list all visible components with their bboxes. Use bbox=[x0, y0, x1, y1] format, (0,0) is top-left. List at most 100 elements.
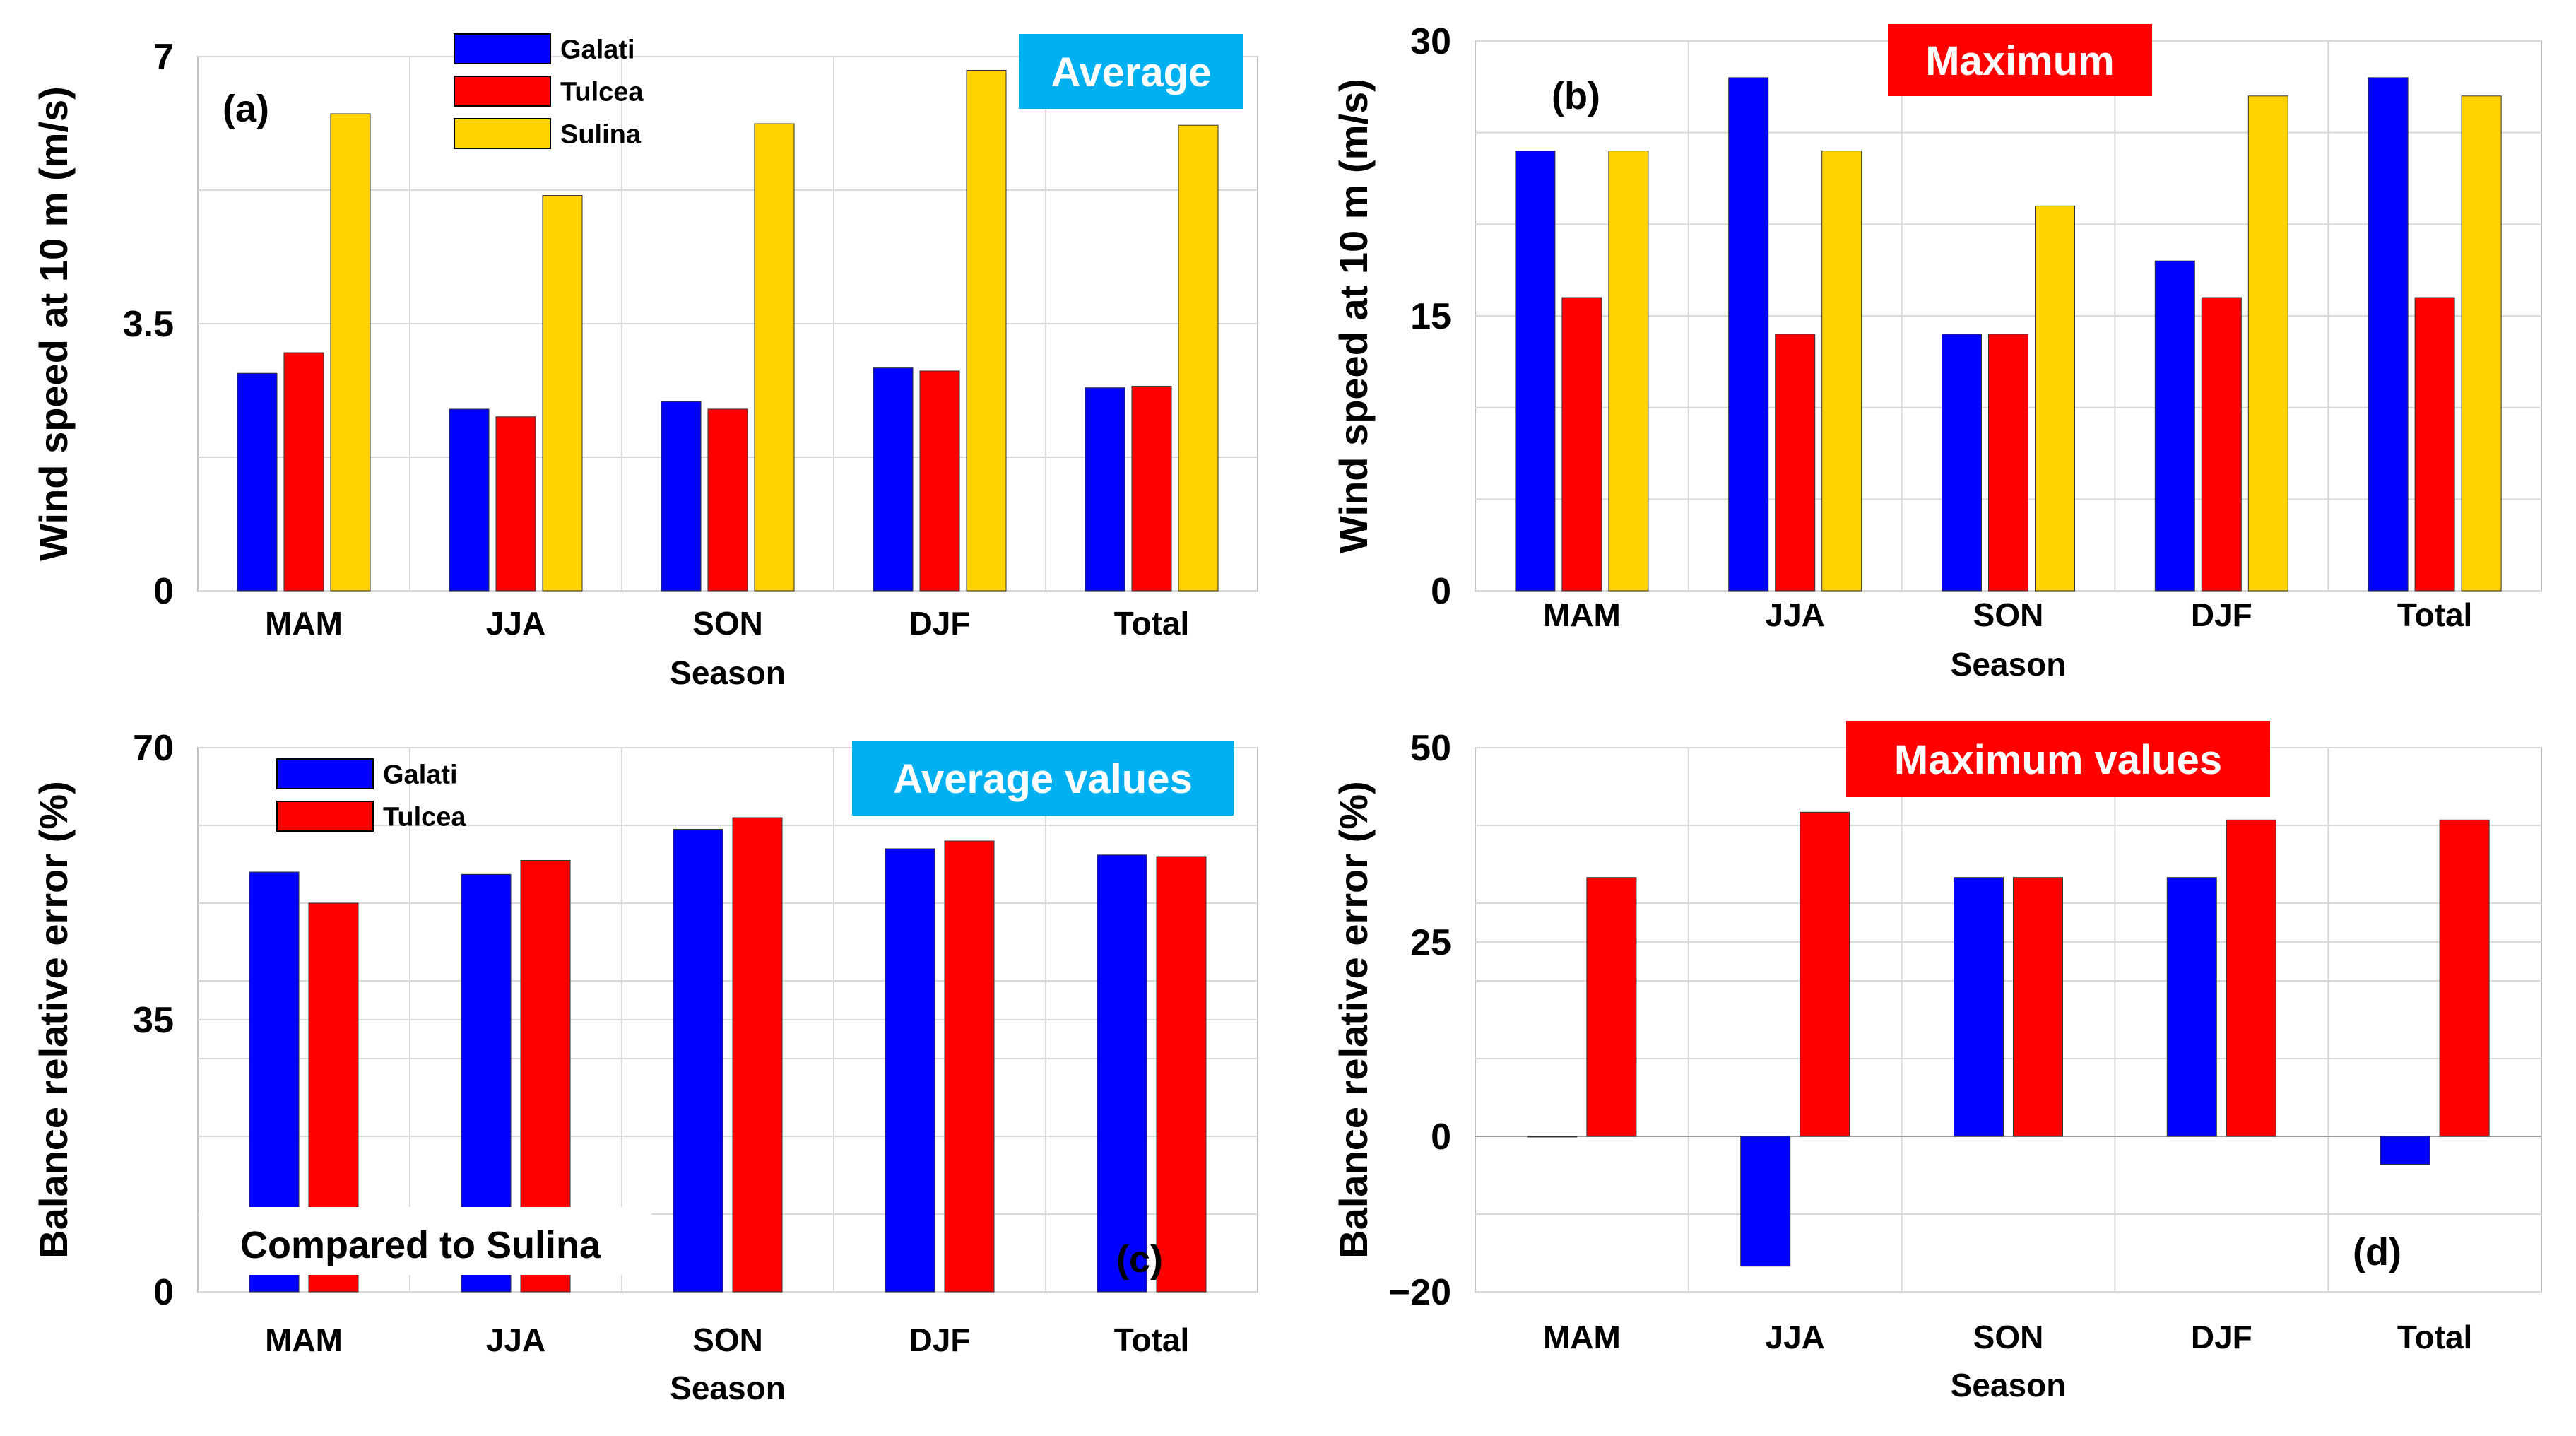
bar-galati-mam bbox=[1527, 1136, 1578, 1138]
x-tick-label: SON bbox=[692, 605, 763, 642]
bar-tulcea-mam bbox=[1586, 877, 1637, 1137]
chart-title: Maximum bbox=[1925, 38, 2115, 84]
x-tick-label: DJF bbox=[2191, 596, 2252, 633]
x-tick-label: SON bbox=[1973, 596, 2044, 633]
bar-sulina-jja bbox=[542, 195, 583, 592]
bar-galati-son bbox=[661, 401, 702, 592]
legend-label-sulina: Sulina bbox=[560, 119, 642, 149]
y-axis-title: Wind speed at 10 m (m/s) bbox=[31, 86, 76, 561]
panel-label: (c) bbox=[1116, 1238, 1163, 1281]
x-tick-label: JJA bbox=[1766, 596, 1825, 633]
panel-label: (d) bbox=[2353, 1231, 2401, 1273]
x-tick-label: Total bbox=[1114, 605, 1189, 642]
bar-galati-jja bbox=[1728, 77, 1769, 592]
bar-sulina-total bbox=[2461, 95, 2502, 592]
bar-galati-total bbox=[1097, 854, 1147, 1293]
bar-galati-jja bbox=[449, 408, 490, 592]
legend-swatch-tulcea bbox=[454, 76, 551, 107]
x-axis-title: Season bbox=[670, 1370, 786, 1406]
y-axis-title: Balance relative error (%) bbox=[1331, 781, 1376, 1258]
bar-tulcea-djf bbox=[2201, 297, 2242, 592]
legend-swatch-galati bbox=[454, 33, 551, 64]
x-tick-label: JJA bbox=[1766, 1319, 1825, 1355]
x-tick-label: DJF bbox=[909, 605, 971, 642]
x-tick-label: SON bbox=[1973, 1319, 2044, 1355]
bar-tulcea-total bbox=[1131, 386, 1172, 592]
legend-label-tulcea: Tulcea bbox=[383, 802, 466, 832]
x-tick-label: Total bbox=[2397, 596, 2472, 633]
y-axis-title: Wind speed at 10 m (m/s) bbox=[1331, 78, 1376, 553]
y-tick-label: 0 bbox=[153, 571, 174, 612]
annotation-text: Compared to Sulina bbox=[240, 1224, 601, 1266]
panel-d: −20 0 25 50 MAM JJA SON DJF Total Season Balance r… bbox=[1331, 721, 2542, 1403]
panel-c: 0 35 70 MAM JJA SON DJF Total Season Balance rela… bbox=[31, 728, 1258, 1406]
bar-galati-total bbox=[1085, 387, 1125, 592]
bar-tulcea-mam bbox=[283, 352, 324, 592]
title-box bbox=[1846, 721, 2270, 797]
panel-label: (a) bbox=[223, 88, 269, 130]
y-axis-title: Balance relative error (%) bbox=[31, 781, 76, 1258]
y-tick-label: 70 bbox=[133, 728, 174, 769]
y-tick-label: 7 bbox=[153, 37, 174, 78]
y-tick-label: 35 bbox=[133, 1000, 174, 1041]
panel-a: 0 3.5 7 MAM JJA SON DJF Total Season Wind speed a… bbox=[31, 33, 1258, 691]
x-tick-label: MAM bbox=[1543, 1319, 1621, 1355]
legend-swatch-tulcea bbox=[276, 801, 374, 832]
x-tick-label: JJA bbox=[486, 605, 545, 642]
bar-galati-djf bbox=[2166, 877, 2217, 1137]
bar-sulina-son bbox=[2035, 205, 2075, 592]
bar-galati-total bbox=[2368, 77, 2409, 592]
y-tick-label: 3.5 bbox=[123, 304, 174, 345]
title-box bbox=[852, 741, 1234, 816]
legend: Galati Tulcea Sulina bbox=[454, 33, 644, 149]
bar-galati-mam bbox=[237, 372, 278, 592]
bar-tulcea-total bbox=[2414, 297, 2455, 592]
legend-swatch-sulina bbox=[454, 118, 551, 149]
x-tick-label: Total bbox=[2397, 1319, 2472, 1355]
bar-tulcea-jja bbox=[495, 416, 536, 592]
bar-tulcea-total bbox=[1156, 856, 1207, 1293]
x-tick-label: DJF bbox=[2191, 1319, 2252, 1355]
y-tick-label: 0 bbox=[153, 1272, 174, 1313]
bar-tulcea-son bbox=[707, 408, 748, 592]
x-tick-label: MAM bbox=[265, 1322, 343, 1358]
panel-label: (b) bbox=[1552, 75, 1600, 117]
bar-galati-djf bbox=[873, 367, 914, 592]
bar-galati-djf bbox=[2154, 260, 2195, 592]
bar-tulcea-djf bbox=[919, 370, 960, 592]
bar-tulcea-son bbox=[1988, 334, 2028, 592]
bar-galati-total bbox=[2380, 1136, 2430, 1165]
plot-area bbox=[1475, 747, 2542, 1293]
legend-label-tulcea: Tulcea bbox=[560, 77, 644, 107]
y-tick-label: 15 bbox=[1410, 296, 1451, 337]
bar-galati-mam bbox=[1515, 151, 1556, 592]
bar-sulina-jja bbox=[1821, 151, 1862, 592]
bar-tulcea-son bbox=[2013, 877, 2063, 1137]
bar-galati-djf bbox=[885, 848, 935, 1293]
y-tick-label: 50 bbox=[1410, 728, 1451, 769]
bar-sulina-mam bbox=[1608, 151, 1649, 592]
legend-swatch-galati bbox=[276, 758, 374, 789]
x-axis-title: Season bbox=[1951, 1367, 2067, 1403]
annotation-background bbox=[199, 1207, 651, 1275]
legend-label-galati: Galati bbox=[560, 35, 635, 64]
legend-label-galati: Galati bbox=[383, 760, 458, 789]
bar-tulcea-djf bbox=[2226, 819, 2276, 1137]
title-box bbox=[1888, 24, 2152, 96]
x-tick-label: MAM bbox=[265, 605, 343, 642]
bar-galati-jja bbox=[1740, 1136, 1791, 1267]
bar-galati-son bbox=[673, 829, 723, 1293]
bar-sulina-total bbox=[1178, 124, 1219, 592]
bar-sulina-djf bbox=[966, 69, 1007, 592]
y-tick-label: 25 bbox=[1410, 922, 1451, 963]
y-tick-label: 30 bbox=[1410, 21, 1451, 62]
x-tick-label: SON bbox=[692, 1322, 763, 1358]
title-box bbox=[1019, 34, 1243, 109]
bar-galati-son bbox=[1954, 877, 2004, 1137]
panel-b: 0 15 30 MAM JJA SON DJF Total Season Wind speed a… bbox=[1331, 21, 2542, 683]
chart-title: Maximum values bbox=[1894, 737, 2222, 783]
bar-tulcea-jja bbox=[1775, 334, 1816, 592]
chart-title: Average bbox=[1051, 49, 1212, 95]
x-axis-title: Season bbox=[670, 654, 786, 691]
